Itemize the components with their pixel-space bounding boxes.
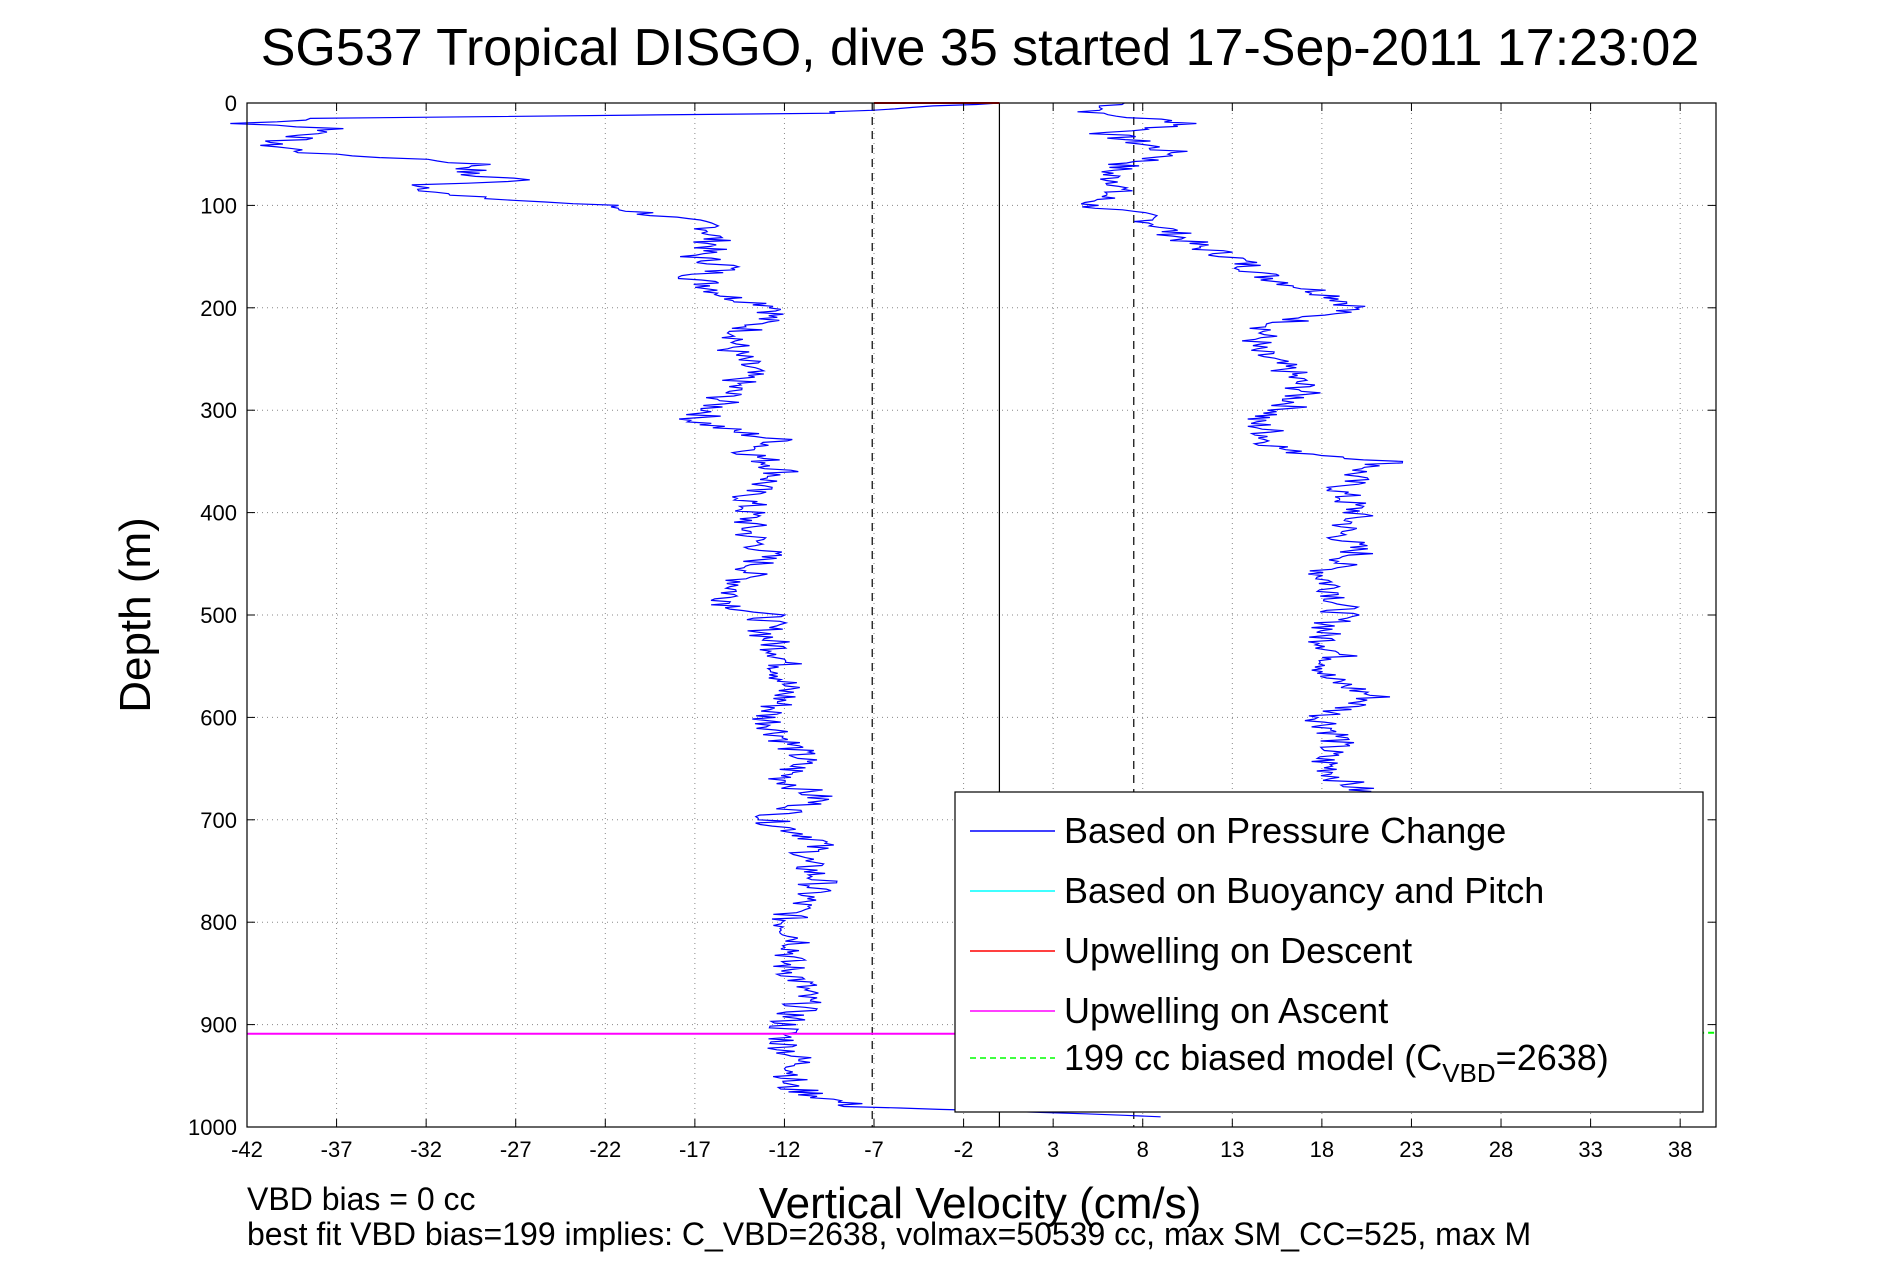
y-tick-label-7: 700 bbox=[200, 808, 237, 833]
y-tick-label-2: 200 bbox=[200, 296, 237, 321]
x-tick-label-14: 28 bbox=[1489, 1137, 1513, 1162]
pressure-change-descent-line bbox=[230, 102, 1161, 1118]
legend-label-0: Based on Pressure Change bbox=[1064, 810, 1506, 851]
x-tick-label-9: 3 bbox=[1047, 1137, 1059, 1162]
x-tick-label-12: 18 bbox=[1310, 1137, 1334, 1162]
y-axis-label: Depth (m) bbox=[111, 517, 160, 713]
y-tick-label-9: 900 bbox=[200, 1013, 237, 1038]
legend: Based on Pressure Change Based on Buoyanc… bbox=[954, 791, 1704, 1113]
pressure-change-ascent-line bbox=[1077, 102, 1404, 800]
x-tick-label-5: -17 bbox=[679, 1137, 711, 1162]
y-tick-label-5: 500 bbox=[200, 603, 237, 628]
y-tick-label-10: 1000 bbox=[188, 1115, 237, 1140]
x-axis-label: Vertical Velocity (cm/s) bbox=[759, 1179, 1202, 1228]
legend-label-1: Based on Buoyancy and Pitch bbox=[1064, 870, 1544, 911]
x-tick-label-6: -12 bbox=[769, 1137, 801, 1162]
x-tick-label-0: -42 bbox=[231, 1137, 263, 1162]
y-tick-label-3: 300 bbox=[200, 398, 237, 423]
x-axis-ticks: -42 -37 -32 -27 -22 -17 -12 -7 -2 3 8 13 18 23 28 33 38 bbox=[231, 103, 1692, 1162]
legend-label-3: Upwelling on Ascent bbox=[1064, 990, 1388, 1031]
y-tick-label-8: 800 bbox=[200, 910, 237, 935]
vbd-bias-note: VBD bias = 0 cc bbox=[247, 1181, 476, 1217]
y-tick-label-6: 600 bbox=[200, 705, 237, 730]
x-tick-label-1: -37 bbox=[321, 1137, 353, 1162]
y-tick-label-4: 400 bbox=[200, 501, 237, 526]
x-tick-label-13: 23 bbox=[1399, 1137, 1423, 1162]
x-tick-label-11: 13 bbox=[1220, 1137, 1244, 1162]
x-tick-label-10: 8 bbox=[1137, 1137, 1149, 1162]
legend-label-2: Upwelling on Descent bbox=[1064, 930, 1412, 971]
y-tick-label-0: 0 bbox=[225, 91, 237, 116]
x-tick-label-7: -7 bbox=[864, 1137, 884, 1162]
y-tick-label-1: 100 bbox=[200, 193, 237, 218]
legend-box bbox=[954, 791, 1704, 1113]
x-tick-label-16: 38 bbox=[1668, 1137, 1692, 1162]
x-tick-label-15: 33 bbox=[1578, 1137, 1602, 1162]
chart-title: SG537 Tropical DISGO, dive 35 started 17… bbox=[261, 19, 1700, 77]
x-tick-label-8: -2 bbox=[954, 1137, 974, 1162]
x-tick-label-3: -27 bbox=[500, 1137, 532, 1162]
best-fit-note: best fit VBD bias=199 implies: C_VBD=263… bbox=[247, 1216, 1531, 1252]
x-tick-label-4: -22 bbox=[589, 1137, 621, 1162]
x-tick-label-2: -32 bbox=[410, 1137, 442, 1162]
y-axis-ticks: 0 100 200 300 400 500 600 700 800 900 1000 bbox=[188, 91, 1716, 1140]
